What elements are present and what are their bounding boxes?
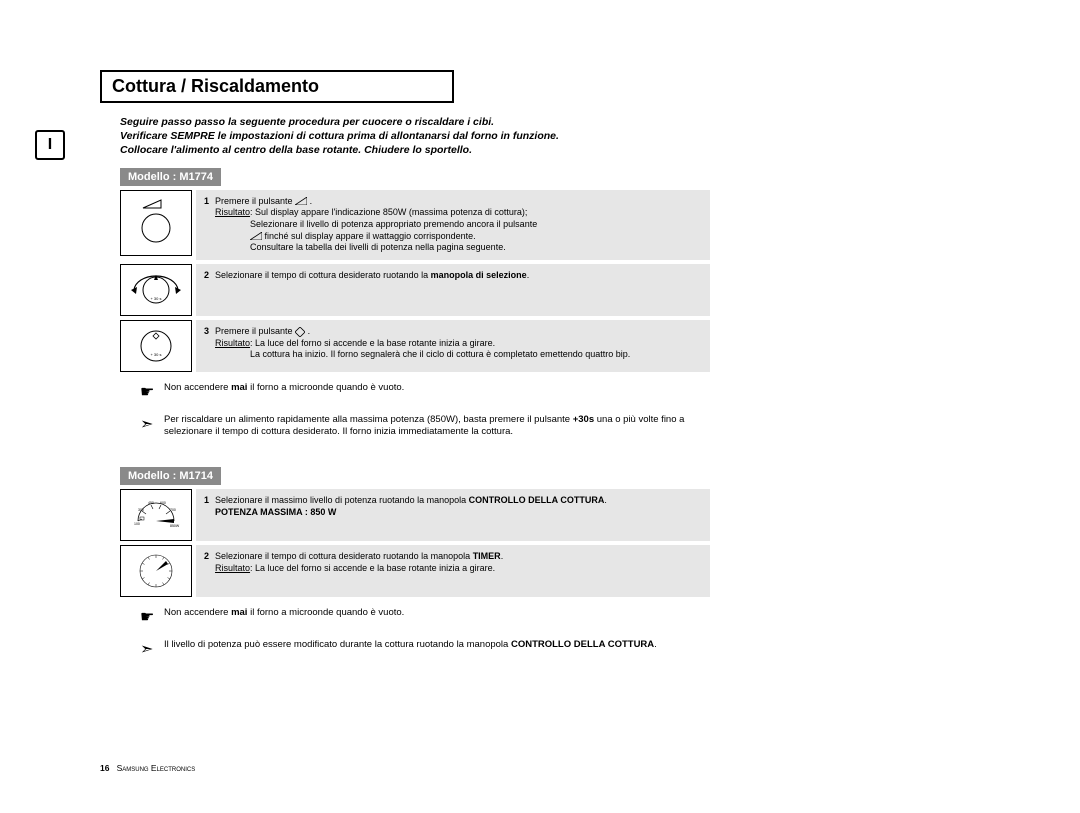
m2-step1: 100 300 450 600 700 850W 1 Selezionare i… [120,489,710,541]
intro-text: Seguire passo passo la seguente procedur… [120,115,690,158]
svg-text:+ 30 s: + 30 s [150,352,161,357]
step-number: 1 [204,495,209,535]
m1-step2: + 30 s 2 Selezionare il tempo di cottura… [120,264,710,316]
svg-text:100: 100 [134,522,140,526]
dial-diamond-icon: + 30 s [120,320,192,372]
hand-icon: ☛ [140,607,164,629]
svg-text:+ 30 s: + 30 s [150,296,161,301]
step-number: 2 [204,270,209,310]
step-number: 3 [204,326,209,366]
svg-text:600: 600 [160,501,166,505]
step-number: 1 [204,196,209,254]
note-text: Non accendere mai il forno a microonde q… [164,607,404,629]
intro-line1: Seguire passo passo la seguente procedur… [120,116,494,128]
intro-line3: Collocare l'alimento al centro della bas… [120,144,472,156]
arrow-icon: ➣ [140,414,164,440]
svg-text:450: 450 [148,501,154,505]
hand-icon: ☛ [140,382,164,404]
step-number: 2 [204,551,209,591]
m2-step2: 2 Selezionare il tempo di cottura deside… [120,545,710,597]
m2-note2: ➣ Il livello di potenza può essere modif… [140,639,700,661]
m1-step3: + 30 s 3 Premere il pulsante .Risultato:… [120,320,710,372]
m1-step1: 1 Premere il pulsante .Risultato: Sul di… [120,190,710,260]
page-footer: 16 Samsung Electronics [100,763,195,773]
step-body: Premere il pulsante .Risultato: Sul disp… [215,196,702,254]
dial-rotate-icon: + 30 s [120,264,192,316]
note-text: Il livello di potenza può essere modific… [164,639,657,661]
note-text: Non accendere mai il forno a microonde q… [164,382,404,404]
step-body: Premere il pulsante .Risultato: La luce … [215,326,702,366]
svg-text:850W: 850W [170,524,180,528]
m1-note1: ☛ Non accendere mai il forno a microonde… [140,382,700,404]
step-body: Selezionare il tempo di cottura desidera… [215,551,702,591]
model-tag-1: Modello : M1774 [120,168,221,186]
manual-page: Cottura / Riscaldamento Seguire passo pa… [100,70,960,660]
svg-text:700: 700 [170,508,176,512]
note-text: Per riscaldare un alimento rapidamente a… [164,414,700,440]
model-tag-2: Modello : M1714 [120,467,221,485]
page-number: 16 [100,763,109,773]
intro-line2: Verificare SEMPRE le impostazioni di cot… [120,130,559,142]
svg-text:300: 300 [138,508,144,512]
arrow-icon: ➣ [140,639,164,661]
language-icon: I [35,130,65,160]
company-name: Samsung Electronics [117,763,196,773]
timer-dial-icon [120,545,192,597]
section-title: Cottura / Riscaldamento [100,70,454,103]
step-body: Selezionare il massimo livello di potenz… [215,495,702,535]
m1-note2: ➣ Per riscaldare un alimento rapidamente… [140,414,700,440]
wave-circle-icon [120,190,192,256]
m2-note1: ☛ Non accendere mai il forno a microonde… [140,607,700,629]
step-body: Selezionare il tempo di cottura desidera… [215,270,702,310]
power-dial-icon: 100 300 450 600 700 850W [120,489,192,541]
